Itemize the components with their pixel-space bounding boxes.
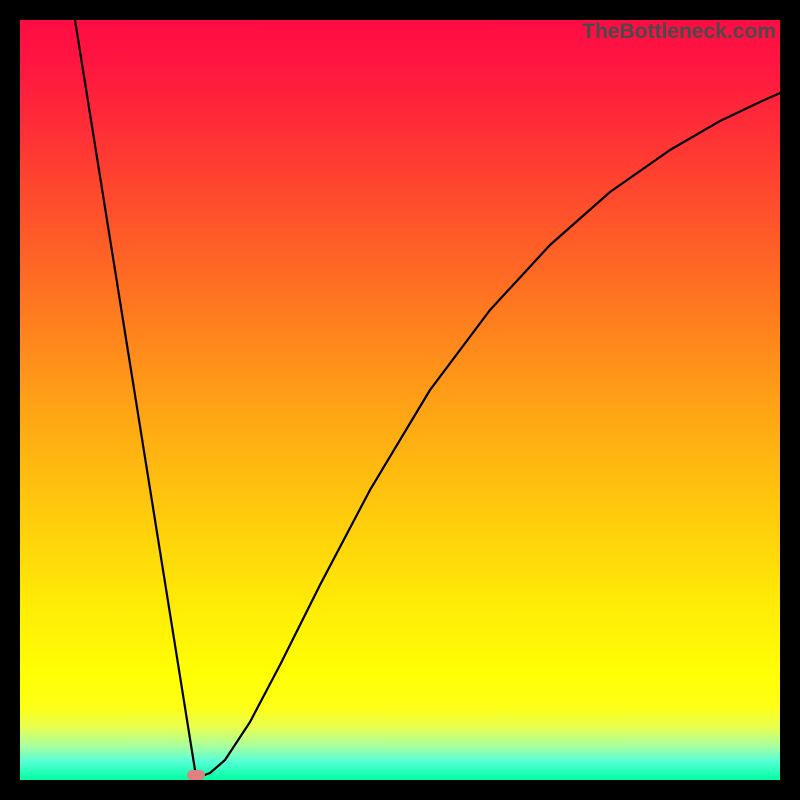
plot-area: TheBottleneck.com <box>20 20 780 780</box>
minimum-marker <box>187 770 205 780</box>
watermark-text: TheBottleneck.com <box>582 20 776 44</box>
chart-container: TheBottleneck.com <box>0 0 800 800</box>
bottleneck-curve <box>20 20 780 780</box>
